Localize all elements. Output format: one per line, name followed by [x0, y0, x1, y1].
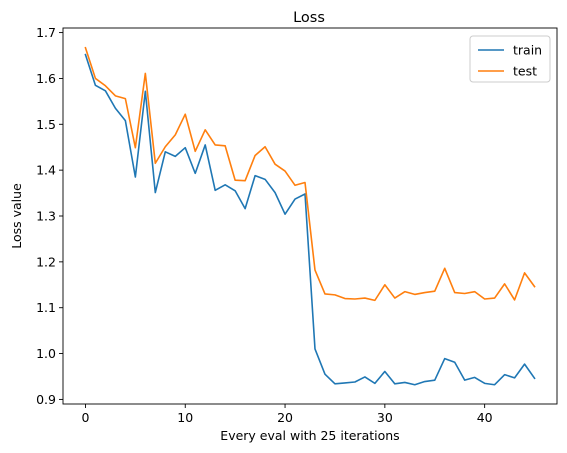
chart-title: Loss	[293, 10, 325, 26]
x-tick-label: 10	[177, 410, 193, 425]
x-tick-label: 40	[477, 410, 493, 425]
y-tick-label: 1.6	[36, 71, 56, 86]
x-tick-label: 0	[81, 410, 89, 425]
y-tick-label: 1.7	[36, 25, 56, 40]
y-tick-label: 1.1	[36, 300, 56, 315]
legend-label-test: test	[513, 64, 537, 79]
y-tick-label: 0.9	[36, 392, 56, 407]
y-tick-label: 1.5	[36, 117, 56, 132]
plot-lines	[85, 48, 534, 385]
y-tick-label: 1.2	[36, 254, 56, 269]
x-tick-label: 30	[377, 410, 393, 425]
y-tick-label: 1.3	[36, 209, 56, 224]
y-axis-label: Loss value	[9, 183, 24, 249]
plot-frame	[63, 28, 557, 404]
y-tick-label: 1.0	[36, 346, 56, 361]
y-axis: 0.9 1.0 1.1 1.2 1.3 1.4 1.5 1.6 1.7	[36, 25, 63, 407]
y-tick-label: 1.4	[36, 163, 56, 178]
x-axis-label: Every eval with 25 iterations	[220, 428, 399, 443]
x-tick-label: 20	[277, 410, 293, 425]
x-axis: 0 10 20 30 40	[81, 404, 492, 425]
legend-label-train: train	[513, 43, 542, 58]
legend: train test	[470, 36, 550, 82]
